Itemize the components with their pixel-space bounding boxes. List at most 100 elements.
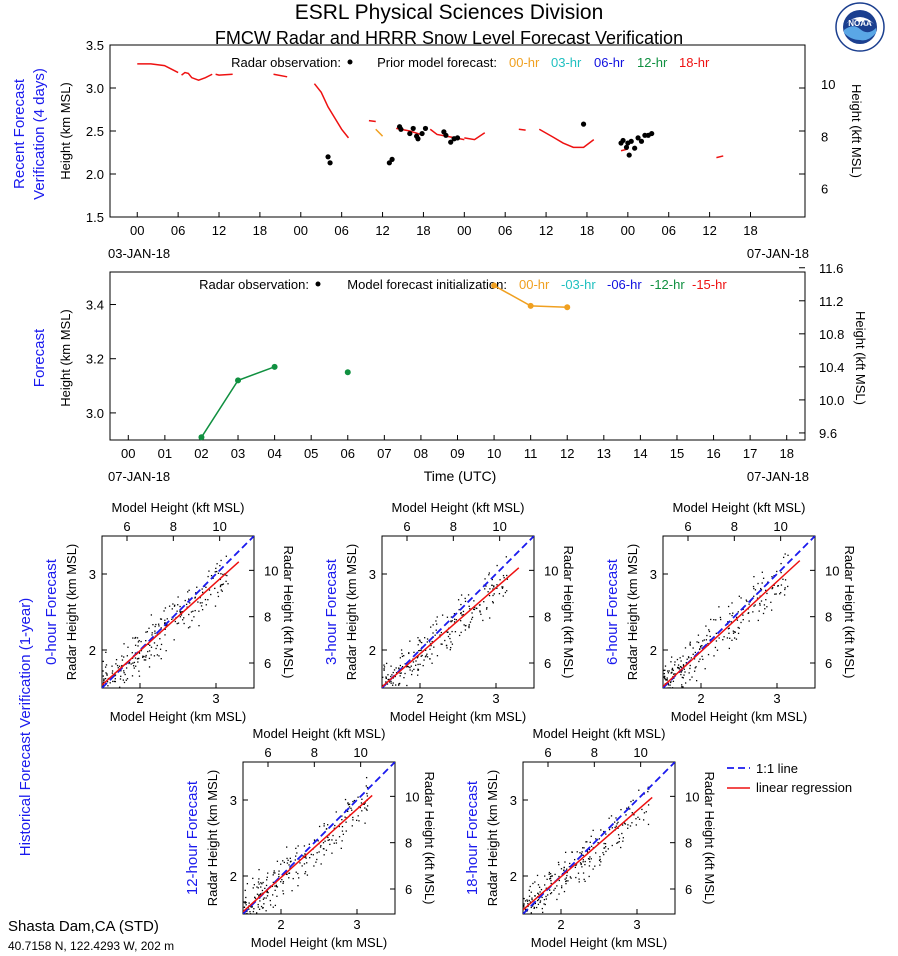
scatter-2-point — [784, 588, 786, 591]
scatter-1-point — [506, 590, 508, 592]
scatter-1-point — [489, 588, 491, 590]
scatter-3-point — [281, 878, 283, 881]
scatter-3-point — [297, 845, 299, 847]
scatter-0-point — [171, 608, 173, 610]
scatter-1-point — [431, 640, 433, 643]
scatter-4-point — [544, 903, 546, 906]
scatter-2-point — [753, 595, 755, 597]
scatter-2-point — [771, 576, 773, 578]
scatter-4-point — [629, 808, 631, 810]
scatter-3-points — [243, 762, 395, 921]
scatter-4-point — [615, 817, 617, 819]
scatter-4-point — [614, 826, 616, 829]
scatter-4-point — [635, 824, 637, 826]
scatter-4-point — [565, 880, 568, 882]
scatter-2-point — [731, 602, 733, 604]
scatter-0-point — [215, 567, 217, 570]
scatter-4-point — [638, 789, 640, 791]
scatter-2-y-axis-label: Radar Height (km MSL) — [625, 544, 640, 681]
scatter-4-point — [611, 844, 613, 847]
scatter-2-point — [673, 673, 675, 675]
recent-y-tick-label: 2.0 — [86, 167, 104, 182]
scatter-2-point — [666, 706, 667, 707]
scatter-3-point — [335, 839, 337, 841]
scatter-1-x2-tick-label: 8 — [450, 519, 457, 534]
scatter-3-point — [260, 882, 262, 884]
scatter-2-point — [670, 689, 671, 690]
scatter-0-point — [121, 664, 123, 667]
scatter-3-y-axis-label: Radar Height (km MSL) — [205, 770, 220, 907]
scatter-1-point — [400, 672, 402, 674]
scatter-3-point — [363, 803, 365, 805]
scatter-4-point — [618, 840, 620, 843]
scatter-4-point — [589, 861, 591, 863]
recent-x-tick-label: 18 — [580, 223, 594, 238]
scatter-4-point — [561, 885, 563, 887]
scatter-0-point — [151, 634, 153, 636]
scatter-2-point — [680, 673, 682, 676]
scatter-1-point — [487, 591, 489, 593]
scatter-1-point — [496, 564, 498, 567]
scatter-4-point — [556, 885, 558, 887]
scatter-3-point — [258, 895, 260, 897]
scatter-2-point — [782, 556, 785, 559]
scatter-3-point — [249, 920, 250, 921]
scatter-1-point — [455, 619, 458, 621]
scatter-0-point — [103, 678, 105, 680]
svg-text:NOAA: NOAA — [848, 19, 872, 28]
scatter-4-point — [617, 827, 619, 829]
scatter-1-point — [419, 663, 421, 666]
scatter-2-point — [754, 589, 757, 591]
scatter-2-point — [753, 587, 755, 590]
scatter-2-point — [701, 644, 703, 647]
scatter-0-point — [189, 626, 191, 628]
scatter-0-frame — [101, 535, 255, 689]
scatter-3-point — [262, 881, 264, 884]
scatter-2-point — [787, 585, 789, 588]
scatter-2-point — [787, 554, 789, 556]
scatter-3-point — [303, 845, 306, 847]
scatter-1-point — [440, 631, 443, 634]
scatter-2-point — [727, 628, 730, 630]
scatter-1-point — [388, 687, 391, 688]
scatter-2-point — [784, 587, 786, 589]
scatter-1-point — [496, 584, 498, 586]
scatter-1-point — [468, 605, 470, 608]
scatter-3-point — [342, 833, 345, 836]
scatter-3-point — [364, 822, 366, 824]
recent-radar-observation — [620, 137, 626, 144]
scatter-2-point — [703, 639, 705, 641]
scatter-2-point — [670, 681, 672, 683]
recent-legend-18: 18-hr — [679, 55, 710, 70]
scatter-3-x2-axis-label: Model Height (kft MSL) — [253, 726, 386, 741]
scatter-1-point — [383, 668, 385, 670]
scatter-4-forecast-label: 18-hour Forecast — [464, 780, 481, 895]
scatter-0-point — [138, 639, 140, 642]
scatter-0-point — [176, 610, 178, 612]
scatter-0-point — [134, 636, 137, 639]
scatter-0-point — [201, 588, 203, 590]
scatter-4-point — [550, 892, 553, 894]
scatter-0-point — [160, 618, 163, 620]
recent-legend-12: 12-hr — [637, 55, 668, 70]
scatter-1-point — [404, 672, 406, 675]
scatter-0-point — [103, 692, 104, 693]
scatter-2-point — [682, 677, 684, 679]
scatter-4-point — [567, 880, 569, 882]
scatter-1-point — [396, 687, 398, 688]
recent-radar-observation — [649, 130, 655, 137]
scatter-2-point — [684, 682, 687, 684]
scatter-0-point — [183, 622, 185, 625]
recent-radar-observation — [419, 130, 425, 137]
scatter-0-point — [125, 667, 128, 669]
scatter-4-point — [595, 852, 597, 854]
scatter-2-point — [663, 697, 664, 698]
forecast-legend-model-label: Model forecast initialization: — [347, 277, 507, 292]
scatter-4-y2-tick-label: 6 — [685, 882, 692, 897]
scatter-4-point — [590, 858, 592, 860]
scatter-1-point — [409, 640, 411, 642]
scatter-3-point — [358, 820, 360, 822]
scatter-4-y2-tick-label: 10 — [685, 789, 699, 804]
scatter-0-point — [194, 597, 196, 599]
scatter-0-point — [123, 672, 125, 674]
